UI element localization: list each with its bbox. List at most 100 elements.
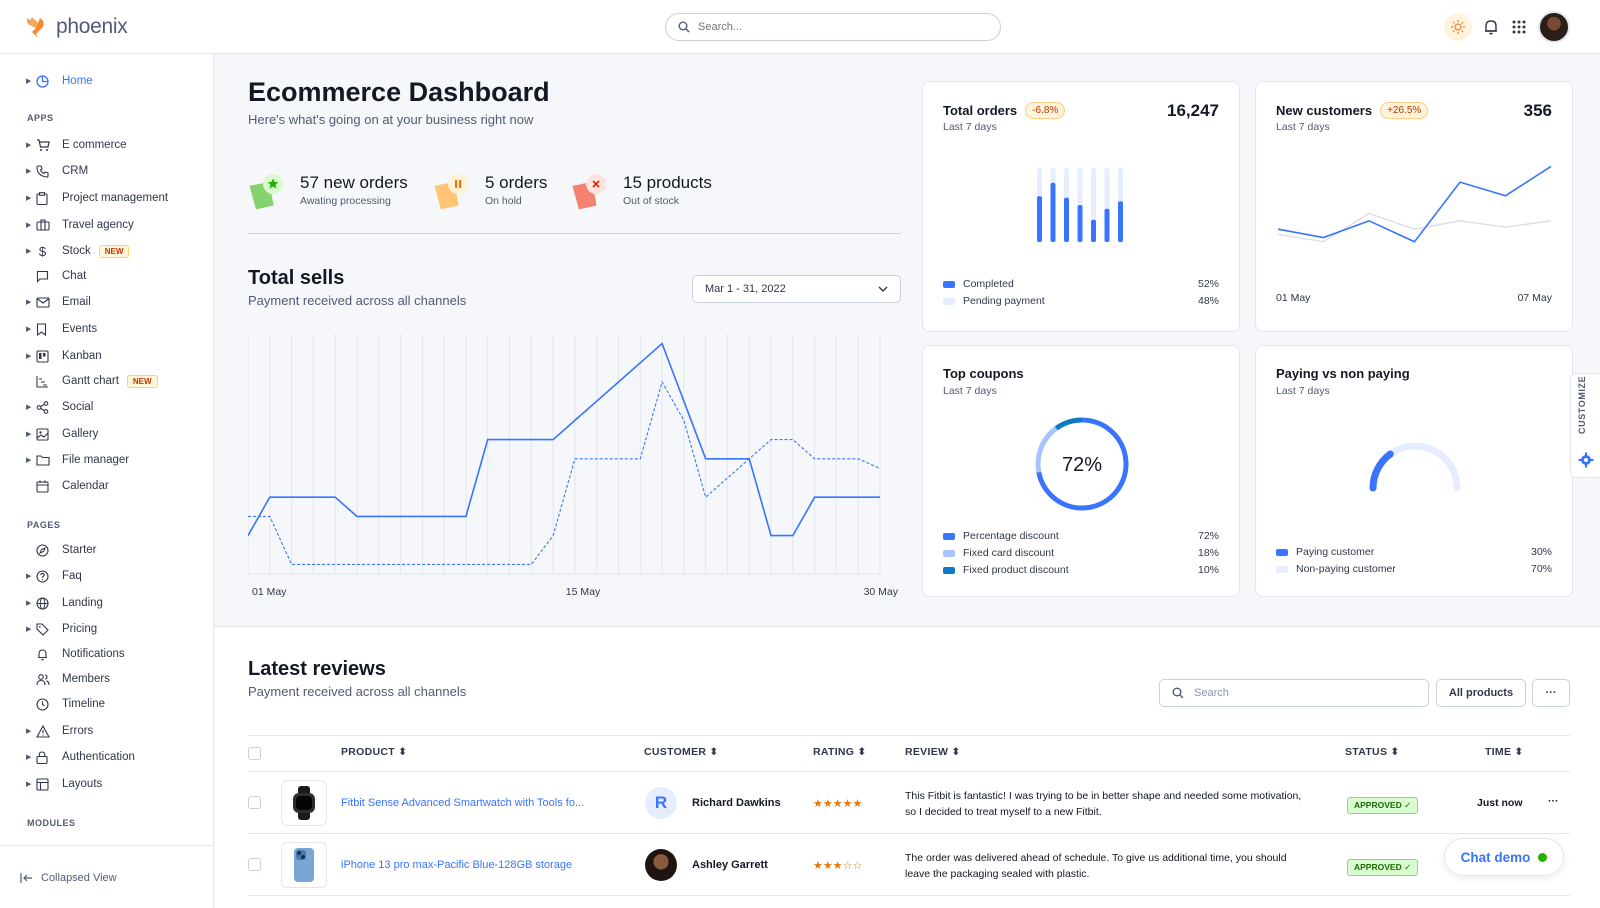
customize-label: CUSTOMIZE — [1577, 375, 1587, 434]
sidebar-item-social[interactable]: ▶ Social — [26, 397, 93, 417]
logo[interactable]: phoenix — [24, 14, 128, 40]
bell-icon — [38, 648, 47, 660]
global-search[interactable] — [665, 13, 1001, 41]
row-checkbox[interactable] — [248, 796, 261, 809]
sidebar-item-pricing[interactable]: ▶ Pricing — [26, 619, 97, 639]
customer-name[interactable]: Ashley Garrett — [692, 859, 768, 871]
column-header-customer[interactable]: CUSTOMER ⬍ — [644, 746, 719, 758]
sidebar-item-members[interactable]: Members — [26, 669, 110, 689]
briefcase-icon — [36, 219, 50, 231]
x-tick-label: 01 May — [252, 586, 287, 598]
sidebar-item-authentication[interactable]: ▶ Authentication — [26, 747, 135, 767]
sidebar-item-travel-agency[interactable]: ▶ Travel agency — [26, 215, 134, 235]
stat-label: Out of stock — [623, 195, 680, 207]
sidebar-item-events[interactable]: ▶ Events — [26, 319, 97, 339]
sidebar-item-label: Chat — [62, 270, 87, 282]
sidebar-item-email[interactable]: ▶ Email — [26, 292, 91, 312]
sidebar-item-label: File manager — [62, 454, 130, 466]
caret-right-icon: ▶ — [26, 431, 32, 438]
sidebar-item-stock[interactable]: ▶ $ Stock NEW — [26, 241, 130, 261]
customize-tab[interactable]: CUSTOMIZE — [1570, 373, 1600, 478]
sidebar-item-starter[interactable]: Starter — [26, 540, 97, 560]
sidebar-item-gantt-chart[interactable]: Gantt chart NEW — [26, 371, 158, 391]
sidebar-item-project-management[interactable]: ▶ Project management — [26, 188, 168, 208]
date-range-select[interactable]: Mar 1 - 31, 2022 — [692, 275, 901, 303]
sidebar-item-label: Social — [62, 401, 94, 413]
legend-value: 48% — [1197, 295, 1219, 307]
chat-demo-button[interactable]: Chat demo — [1444, 838, 1564, 876]
product-link[interactable]: Fitbit Sense Advanced Smartwatch with To… — [341, 797, 585, 809]
caret-right-icon: ▶ — [26, 781, 32, 788]
lock-icon — [36, 750, 48, 764]
sidebar-item-label: Travel agency — [62, 219, 134, 231]
legend-item: Fixed card discount 18% — [943, 547, 1219, 559]
reviews-search[interactable]: Search — [1159, 679, 1429, 707]
row-checkbox[interactable] — [248, 858, 261, 871]
gear-icon — [1578, 452, 1594, 468]
column-header-rating[interactable]: RATING ⬍ — [813, 746, 867, 758]
bar-completed — [1064, 197, 1069, 242]
total-sells-chart: 01 May 15 May 30 May — [248, 334, 899, 598]
apps-grid-icon[interactable] — [1510, 18, 1528, 36]
select-all-checkbox[interactable] — [248, 747, 261, 760]
sidebar-item-timeline[interactable]: Timeline — [26, 694, 105, 714]
sidebar-item-file-manager[interactable]: ▶ File manager — [26, 450, 129, 470]
bar-pending — [1050, 168, 1056, 183]
sidebar-item-label: Gallery — [62, 428, 99, 440]
sidebar-item-chat[interactable]: Chat — [26, 266, 86, 286]
sidebar-item-ecommerce[interactable]: ▶ E commerce — [26, 135, 127, 155]
column-header-status[interactable]: STATUS ⬍ — [1345, 746, 1400, 758]
sidebar-item-calendar[interactable]: Calendar — [26, 476, 109, 496]
star-badge-icon — [249, 174, 283, 210]
user-avatar[interactable] — [1538, 11, 1570, 43]
legend-swatch — [943, 532, 955, 540]
customer-avatar[interactable] — [645, 849, 677, 881]
legend-item: Percentage discount 72% — [943, 530, 1219, 542]
stat-out-of-stock[interactable]: 15 products Out of stock — [571, 170, 712, 210]
stat-new-orders[interactable]: 57 new orders Awating processing — [248, 170, 408, 210]
collapsed-view-button[interactable]: Collapsed View — [20, 872, 117, 884]
sidebar-item-faq[interactable]: ▶ Faq — [26, 566, 82, 586]
series-line-current — [1277, 165, 1552, 243]
sidebar-item-gallery[interactable]: ▶ Gallery — [26, 424, 98, 444]
table-divider — [248, 735, 1570, 736]
legend-item: Non-paying customer 70% — [1276, 563, 1552, 575]
top-navbar: phoenix — [0, 0, 1600, 54]
sidebar-item-label: E commerce — [62, 139, 127, 151]
caret-right-icon: ▶ — [26, 78, 32, 85]
search-input[interactable] — [698, 21, 978, 33]
sidebar-item-notifications[interactable]: Notifications — [26, 644, 125, 664]
customer-avatar[interactable]: R — [645, 787, 677, 819]
phoenix-logo-icon — [27, 17, 44, 38]
more-options-button[interactable]: ··· — [1532, 679, 1570, 707]
legend-swatch — [943, 566, 955, 574]
table-divider — [248, 895, 1570, 896]
product-thumbnail[interactable] — [281, 780, 327, 826]
sidebar-item-home[interactable]: ▶ Home — [26, 71, 93, 91]
column-header-review[interactable]: REVIEW ⬍ — [905, 746, 961, 758]
bar-completed — [1091, 219, 1096, 242]
paying-card: Paying vs non paying Last 7 days Paying … — [1255, 345, 1573, 597]
sidebar-item-layouts[interactable]: ▶ Layouts — [26, 774, 102, 794]
sidebar-item-landing[interactable]: ▶ Landing — [26, 593, 103, 613]
product-link[interactable]: iPhone 13 pro max-Pacific Blue-128GB sto… — [341, 859, 573, 871]
theme-toggle-button[interactable] — [1444, 13, 1472, 41]
column-header-time[interactable]: TIME ⬍ — [1485, 746, 1524, 758]
bell-icon[interactable] — [1482, 18, 1500, 36]
legend-swatch — [943, 549, 955, 557]
column-header-product[interactable]: PRODUCT ⬍ — [341, 746, 408, 758]
bar-completed — [1050, 182, 1056, 242]
stat-on-hold[interactable]: 5 orders On hold — [433, 170, 547, 210]
customer-name[interactable]: Richard Dawkins — [692, 797, 781, 809]
row-more-button[interactable]: ··· — [1548, 795, 1559, 807]
stat-value: 57 new orders — [300, 173, 408, 192]
product-thumbnail[interactable] — [281, 842, 327, 888]
all-products-button[interactable]: All products — [1436, 679, 1526, 707]
sidebar-item-errors[interactable]: ▶ Errors — [26, 721, 93, 741]
sidebar-item-crm[interactable]: ▶ CRM — [26, 161, 88, 181]
legend-label: Completed — [963, 278, 1014, 290]
donut-center-label: 72% — [1062, 454, 1102, 476]
card-period: Last 7 days — [1276, 385, 1330, 397]
sidebar-item-kanban[interactable]: ▶ Kanban — [26, 346, 102, 366]
legend-value: 30% — [1530, 546, 1552, 558]
